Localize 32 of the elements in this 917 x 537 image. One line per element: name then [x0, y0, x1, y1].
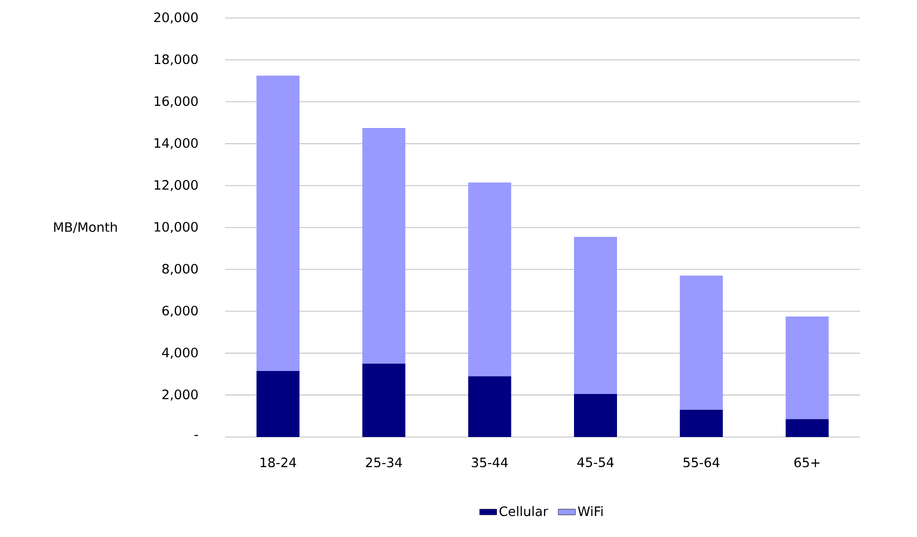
x-tick-label: 65+: [794, 458, 820, 468]
legend-label: WiFi: [578, 506, 603, 516]
bar: [362, 364, 406, 437]
y-tick-label: 16,000: [154, 96, 198, 108]
y-tick-label: 6,000: [162, 306, 198, 317]
y-tick-label: 18,000: [154, 54, 198, 66]
bar: [256, 370, 300, 437]
y-tick-label: 2,000: [162, 390, 198, 401]
legend-label: Cellular: [500, 506, 548, 516]
y-tick-label: -: [194, 434, 198, 436]
bar: [680, 410, 723, 437]
bar: [468, 182, 512, 376]
x-tick-label: 45-54: [577, 458, 614, 468]
y-tick-label: 14,000: [154, 138, 198, 150]
x-tick-label: 55-64: [684, 458, 720, 468]
y-tick-label: 12,000: [154, 180, 198, 192]
y-tick-label: 8,000: [162, 264, 198, 275]
y-tick-label: 20,000: [154, 12, 198, 24]
bar: [786, 419, 829, 437]
y-tick-label: 4,000: [162, 348, 198, 359]
bar: [786, 316, 829, 420]
bar: [362, 128, 406, 364]
bar: [256, 76, 300, 371]
y-tick-label: 10,000: [154, 222, 198, 234]
bar: [468, 376, 512, 437]
bar: [574, 236, 618, 394]
x-tick-label: 18-24: [260, 458, 296, 468]
y-axis-title: MB/Month: [54, 222, 117, 234]
bar: [680, 276, 723, 410]
x-tick-label: 25-34: [366, 458, 402, 468]
bar: [574, 394, 618, 437]
x-tick-label: 35-44: [472, 458, 508, 468]
